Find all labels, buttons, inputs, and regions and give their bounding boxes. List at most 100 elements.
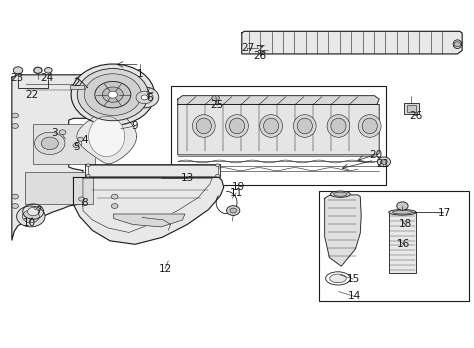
Circle shape [12,204,18,208]
Circle shape [35,132,65,155]
Ellipse shape [453,40,462,49]
Circle shape [216,164,219,167]
Circle shape [86,164,90,167]
Text: 4: 4 [81,135,88,145]
Circle shape [17,206,45,227]
Circle shape [102,87,123,102]
Circle shape [108,91,118,98]
Text: 17: 17 [438,208,451,218]
Circle shape [397,202,408,210]
Circle shape [227,206,240,215]
Circle shape [84,74,141,116]
Circle shape [12,194,18,199]
Circle shape [216,174,219,177]
Bar [171,86,386,185]
Text: 28: 28 [253,52,266,61]
Circle shape [111,204,118,208]
Circle shape [79,197,84,201]
Bar [319,191,469,301]
Text: 25: 25 [210,100,224,110]
Ellipse shape [293,115,316,137]
Circle shape [77,69,148,121]
Circle shape [381,159,387,164]
Ellipse shape [362,118,377,134]
Circle shape [454,42,461,47]
Text: 23: 23 [10,73,23,83]
Circle shape [45,68,52,73]
Ellipse shape [229,118,245,134]
Text: 24: 24 [40,73,53,83]
Text: 18: 18 [399,220,412,229]
Circle shape [111,194,118,199]
Ellipse shape [329,274,346,283]
Bar [404,103,419,114]
Text: 10: 10 [23,219,36,228]
Polygon shape [114,214,185,227]
Text: 13: 13 [181,173,194,183]
Bar [25,172,93,204]
Text: 7: 7 [36,206,42,215]
Text: 5: 5 [73,142,80,152]
Ellipse shape [334,192,347,196]
Bar [407,105,416,112]
Text: 9: 9 [132,121,138,131]
Circle shape [71,64,155,125]
Text: 11: 11 [229,188,243,198]
Ellipse shape [331,118,346,134]
Bar [389,212,416,273]
Ellipse shape [389,209,416,215]
Polygon shape [77,109,137,164]
Text: 6: 6 [146,93,153,103]
Circle shape [130,87,159,108]
Circle shape [377,157,391,167]
Polygon shape [242,31,462,54]
Polygon shape [325,195,361,266]
Text: 22: 22 [26,90,39,100]
Ellipse shape [392,211,412,214]
Circle shape [73,143,79,148]
Ellipse shape [297,118,312,134]
Ellipse shape [264,118,279,134]
Text: 26: 26 [410,111,423,120]
Text: 12: 12 [158,264,172,274]
Bar [33,124,95,164]
Circle shape [111,113,118,118]
Ellipse shape [327,115,350,137]
Text: 19: 19 [231,182,245,192]
Polygon shape [178,104,379,155]
Circle shape [13,67,23,74]
Circle shape [212,95,219,101]
Circle shape [27,207,39,216]
Bar [85,164,220,177]
Circle shape [41,137,58,150]
Circle shape [34,67,42,73]
Ellipse shape [192,115,215,137]
Text: 1: 1 [137,69,143,79]
Circle shape [78,137,83,141]
Ellipse shape [330,191,350,197]
Circle shape [22,210,39,223]
Text: 27: 27 [241,43,254,53]
Circle shape [111,124,118,128]
Circle shape [230,208,237,213]
Text: 20: 20 [369,150,382,160]
Text: 14: 14 [348,292,361,301]
Text: 21: 21 [376,159,390,169]
Ellipse shape [196,118,211,134]
Circle shape [141,95,148,100]
Text: 3: 3 [51,128,58,138]
Ellipse shape [226,115,248,137]
Circle shape [86,174,90,177]
Text: 2: 2 [73,78,80,88]
Circle shape [12,124,18,128]
Text: 8: 8 [81,198,88,207]
Ellipse shape [358,115,381,137]
Circle shape [59,130,66,135]
Polygon shape [89,116,125,157]
Circle shape [95,81,131,108]
Bar [70,85,84,89]
Polygon shape [178,96,379,104]
Polygon shape [12,75,118,240]
Circle shape [12,113,18,118]
Polygon shape [73,177,224,244]
